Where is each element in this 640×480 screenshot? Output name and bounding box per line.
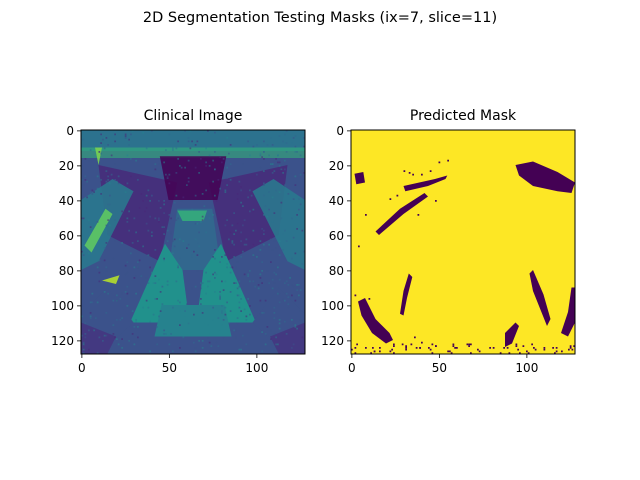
clinical-image-frame (80, 129, 306, 355)
predicted-ytick-label: 100 (321, 299, 344, 313)
predicted-ytick-label: 40 (329, 194, 344, 208)
clinical-ytick-label: 120 (51, 334, 74, 348)
clinical-image-ticks: 0 50 100 0 20 40 60 80 100 120 (51, 124, 268, 375)
predicted-ytick-label: 0 (336, 124, 344, 138)
predicted-ytick-label: 20 (329, 159, 344, 173)
clinical-ytick-label: 40 (59, 194, 74, 208)
clinical-ytick-label: 60 (59, 229, 74, 243)
clinical-ytick-label: 20 (59, 159, 74, 173)
clinical-xtick-label: 50 (162, 361, 177, 375)
predicted-mask-frame (350, 129, 576, 355)
predicted-ytick-label: 120 (321, 334, 344, 348)
clinical-image (81, 130, 305, 354)
clinical-xtick-label: 100 (245, 361, 268, 375)
predicted-ytick-label: 80 (329, 264, 344, 278)
clinical-ytick-label: 80 (59, 264, 74, 278)
clinical-image-panel: Clinical Image 0 50 100 0 20 40 60 80 100 120 (51, 108, 306, 375)
predicted-ytick-label: 60 (329, 229, 344, 243)
predicted-xtick-label: 50 (432, 361, 447, 375)
clinical-ytick-label: 0 (66, 124, 74, 138)
clinical-image-title: Clinical Image (144, 108, 243, 124)
predicted-xtick-label: 0 (348, 361, 356, 375)
predicted-mask-panel: Predicted Mask 0 50 100 0 20 40 60 80 100 120 (321, 108, 576, 375)
clinical-xtick-label: 0 (78, 361, 86, 375)
predicted-mask-title: Predicted Mask (410, 108, 517, 124)
figure-suptitle: 2D Segmentation Testing Masks (ix=7, sli… (143, 10, 497, 26)
predicted-mask-ticks: 0 50 100 0 20 40 60 80 100 120 (321, 124, 538, 375)
clinical-ytick-label: 100 (51, 299, 74, 313)
predicted-mask-image (351, 130, 575, 354)
predicted-xtick-label: 100 (515, 361, 538, 375)
